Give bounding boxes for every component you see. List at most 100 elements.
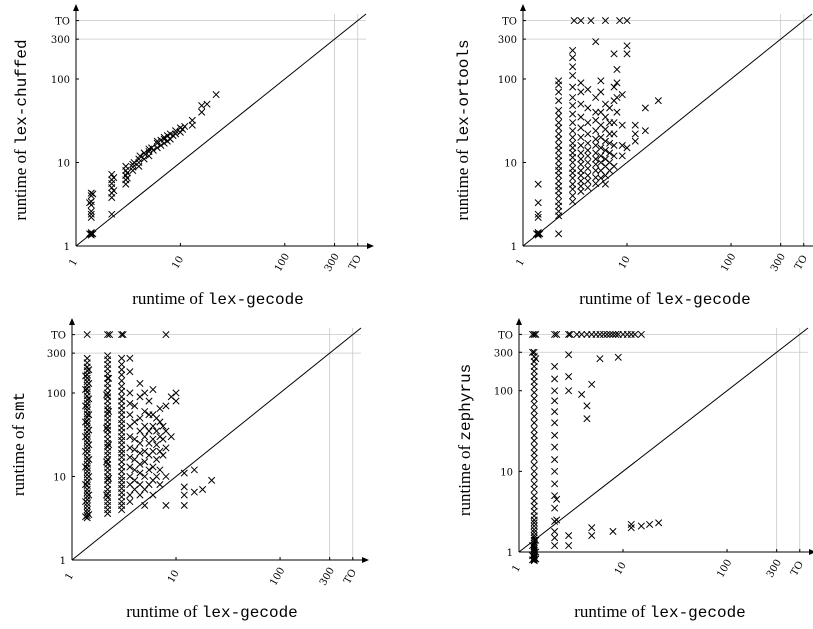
y-tick-label: 100 [494, 387, 513, 398]
data-point [156, 481, 164, 489]
data-point [610, 152, 618, 160]
data-point [86, 199, 94, 207]
data-point [87, 189, 95, 197]
data-point [118, 371, 126, 379]
data-point [606, 149, 614, 157]
data-point [126, 463, 134, 471]
data-point [118, 449, 126, 457]
data-point [551, 480, 559, 488]
data-point [610, 130, 618, 138]
data-point [592, 135, 600, 143]
data-point [577, 88, 585, 96]
data-point [569, 54, 577, 62]
data-point [126, 491, 134, 499]
data-point [149, 146, 157, 154]
data-point [123, 169, 131, 177]
data-point [551, 443, 559, 451]
data-point [569, 119, 577, 127]
data-point [126, 453, 134, 461]
data-point [530, 525, 538, 534]
data-point [623, 42, 631, 50]
data-point [569, 180, 577, 188]
data-point [141, 458, 149, 466]
data-point [172, 397, 180, 405]
data-point [530, 348, 538, 356]
y-tick-label: 100 [498, 75, 517, 86]
y-tick-label: 300 [494, 348, 513, 359]
scatter-panel-lex-chuffed: 1 10 100 300 TO 1 10 100 300 TO runtime of lex-chu… [11, 4, 374, 309]
data-point [118, 463, 126, 471]
data-point [103, 424, 111, 432]
x-tick-label: 1 [67, 257, 80, 268]
data-point [551, 542, 559, 550]
data-point [85, 366, 93, 374]
data-point [141, 472, 149, 481]
data-point [565, 542, 573, 550]
data-point [159, 451, 167, 459]
data-point [588, 380, 596, 388]
data-point [618, 91, 626, 99]
data-point [570, 17, 578, 25]
data-point [82, 402, 90, 410]
data-point [637, 330, 645, 338]
data-point [569, 46, 577, 54]
x-axis-arrow [362, 557, 369, 563]
data-point [86, 230, 94, 238]
data-point [616, 17, 624, 25]
data-point [530, 467, 538, 475]
data-point [83, 354, 91, 362]
data-point [136, 393, 144, 401]
data-point [172, 389, 180, 397]
data-point [610, 50, 618, 58]
data-point [87, 210, 95, 218]
data-point [181, 122, 189, 131]
data-point [82, 433, 90, 441]
data-point [129, 167, 137, 175]
data-point [108, 210, 116, 218]
data-point [569, 198, 577, 206]
data-point [532, 355, 540, 363]
data-point [596, 355, 604, 363]
x-tick-label: 300 [318, 566, 337, 588]
data-point [162, 331, 170, 339]
y-tick-label: 100 [51, 75, 70, 86]
data-point [156, 405, 164, 413]
data-point [618, 152, 626, 160]
data-point [584, 164, 592, 172]
data-point [555, 97, 563, 105]
x-axis-label: runtime of lex-gecode [126, 602, 298, 622]
data-point [212, 91, 220, 99]
data-point [153, 472, 161, 481]
data-point [654, 97, 662, 105]
data-point [637, 522, 645, 530]
y-tick-label: 300 [47, 349, 66, 360]
data-point [610, 83, 618, 91]
data-point [82, 463, 90, 471]
data-point [606, 104, 614, 112]
diagonal-line [522, 13, 813, 247]
data-point [530, 473, 538, 481]
data-point [145, 466, 153, 474]
data-point [584, 171, 592, 179]
data-point [577, 141, 585, 149]
data-point [569, 149, 577, 157]
data-point [565, 351, 573, 359]
data-point [530, 400, 538, 408]
data-point [597, 158, 605, 167]
data-point [601, 113, 609, 121]
data-point [555, 152, 563, 160]
data-point [141, 389, 149, 397]
data-point [551, 375, 559, 383]
data-point [198, 102, 206, 110]
data-point [627, 524, 635, 532]
data-point [612, 330, 620, 338]
data-point [530, 522, 538, 530]
data-point [180, 483, 188, 491]
data-point [534, 213, 542, 221]
data-point [140, 149, 148, 157]
data-point [530, 531, 538, 540]
data-point [555, 119, 563, 127]
data-point [136, 379, 144, 388]
data-point [551, 397, 559, 405]
data-point [83, 502, 91, 510]
